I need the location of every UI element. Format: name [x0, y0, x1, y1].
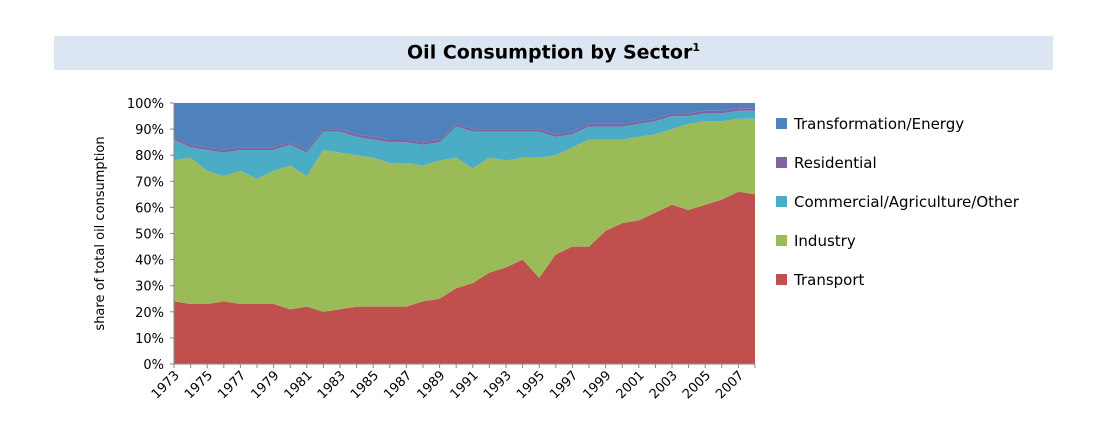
- x-tick-label: 1977: [215, 368, 249, 402]
- legend-swatch: [776, 157, 787, 168]
- y-tick-label: 20%: [135, 306, 164, 321]
- legend-label: Transport: [794, 270, 865, 289]
- x-tick-label: 1987: [381, 368, 415, 402]
- x-tick-label: 1999: [580, 368, 614, 402]
- legend-label: Commercial/Agriculture/Other: [794, 192, 1019, 211]
- y-tick-label: 70%: [135, 175, 164, 190]
- y-tick-label: 0%: [143, 358, 164, 373]
- x-tick-label: 1985: [348, 368, 382, 402]
- x-tick-label: 2003: [647, 368, 681, 402]
- chart-title-bar: Oil Consumption by Sector1: [54, 36, 1053, 70]
- legend-swatch: [776, 235, 787, 246]
- x-tick-label: 2001: [614, 368, 648, 402]
- legend-label: Industry: [794, 231, 856, 250]
- y-tick-label: 80%: [135, 149, 164, 164]
- y-tick-label: 50%: [135, 228, 164, 243]
- chart-title: Oil Consumption by Sector1: [407, 41, 700, 64]
- area-series-residential: [174, 108, 755, 153]
- y-tick-label: 100%: [127, 97, 164, 112]
- x-tick-label: 1983: [315, 368, 349, 402]
- legend-swatch: [776, 196, 787, 207]
- legend-item-commercial-agriculture-other: Commercial/Agriculture/Other: [776, 182, 1019, 221]
- x-tick-label: 1997: [547, 368, 581, 402]
- legend-swatch: [776, 118, 787, 129]
- x-tick-label: 2007: [713, 368, 747, 402]
- x-tick-label: 1979: [248, 368, 282, 402]
- area-series-commercial-agriculture-other: [174, 110, 755, 179]
- y-tick-label: 30%: [135, 280, 164, 295]
- y-tick-label: 60%: [135, 201, 164, 216]
- legend-label: Residential: [794, 153, 877, 172]
- legend-item-industry: Industry: [776, 221, 1019, 260]
- legend-label: Transformation/Energy: [794, 114, 965, 133]
- x-tick-label: 1993: [481, 368, 515, 402]
- x-tick-label: 1995: [514, 368, 548, 402]
- legend-item-residential: Residential: [776, 143, 1019, 182]
- x-tick-label: 2005: [680, 368, 714, 402]
- x-tick-label: 1975: [182, 368, 216, 402]
- area-series-transformation-energy: [174, 103, 755, 150]
- x-tick-label: 1973: [149, 368, 183, 402]
- y-tick-label: 90%: [135, 123, 164, 138]
- x-tick-label: 1981: [282, 368, 316, 402]
- legend-item-transport: Transport: [776, 260, 1019, 299]
- area-series-transport: [174, 191, 755, 364]
- legend: Transformation/Energy Residential Commer…: [776, 104, 1019, 299]
- y-tick-label: 40%: [135, 254, 164, 269]
- y-tick-label: 10%: [135, 332, 164, 347]
- x-tick-label: 1989: [414, 368, 448, 402]
- legend-swatch: [776, 274, 787, 285]
- x-tick-label: 1991: [448, 368, 482, 402]
- y-axis-title: share of total oil consumption: [93, 136, 108, 330]
- title-footnote-marker: 1: [692, 41, 700, 54]
- area-series-industry: [174, 118, 755, 312]
- legend-item-transformation-energy: Transformation/Energy: [776, 104, 1019, 143]
